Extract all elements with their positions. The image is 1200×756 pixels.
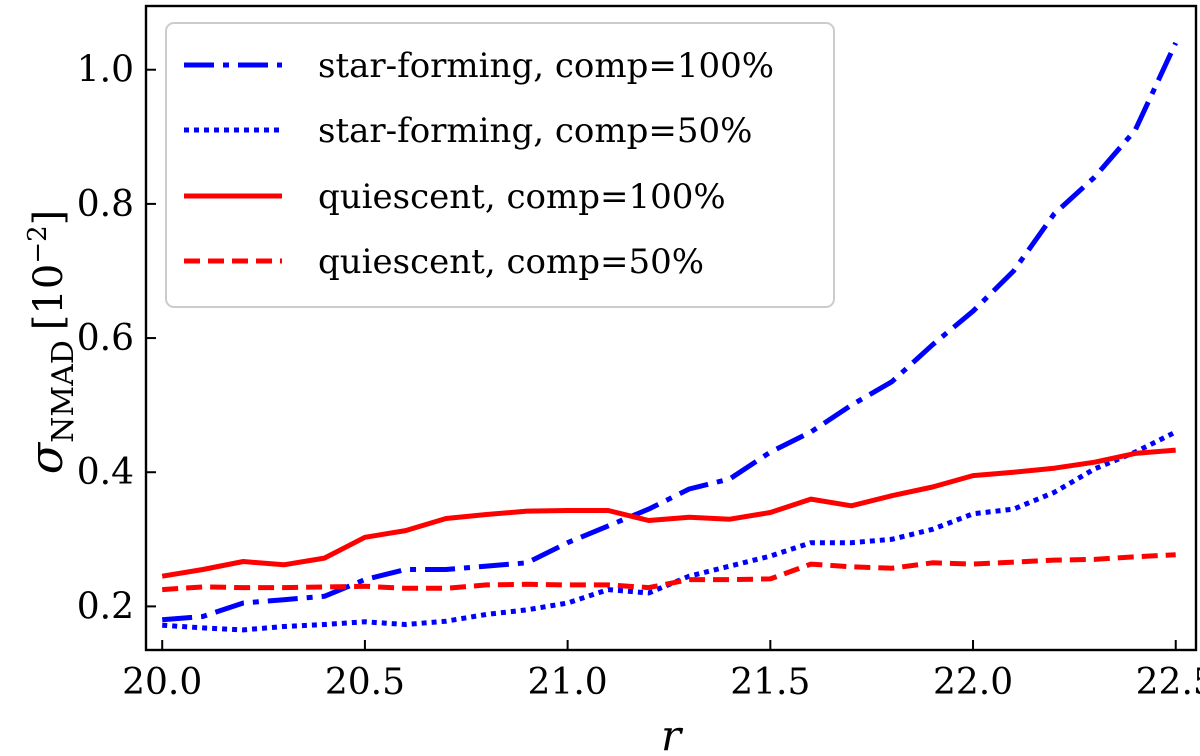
series-layer <box>161 41 1178 633</box>
y-axis-label-subscript: NMAD <box>46 340 81 443</box>
y-axis-label: σNMAD [10−2] <box>19 210 81 475</box>
x-tick-label: 20.0 <box>122 662 202 703</box>
plot-frame <box>144 4 1198 652</box>
x-axis-label: r <box>661 711 684 756</box>
svg-text:σNMAD[10−2]: σNMAD [10−2] <box>19 210 81 475</box>
x-tick-label: 21.5 <box>730 662 810 703</box>
y-tick-label: 1.0 <box>77 50 134 91</box>
y-axis-label-unit-close: ] <box>26 210 72 226</box>
y-tick-label: 0.4 <box>77 452 134 493</box>
legend-label-2: star-forming, comp=50% <box>318 111 752 151</box>
y-axis-label-unit: [10 <box>26 264 72 331</box>
y-tick-label: 0.8 <box>77 184 134 225</box>
series-line-4 <box>162 552 1176 593</box>
legend-box <box>165 22 835 308</box>
x-tick-label: 22.0 <box>933 662 1013 703</box>
y-tick-label: 0.6 <box>77 318 134 359</box>
y-axis-label-exponent: −2 <box>23 225 53 263</box>
legend: star-forming, comp=100% star-forming, com… <box>165 22 835 308</box>
series-line-1 <box>161 41 1178 623</box>
y-axis-label-symbol: σ <box>19 441 73 474</box>
ticks-layer: 20.0 20.5 21.0 21.5 22.0 22.5 0.2 0.4 0.6 0.8 1.0 <box>77 50 1200 703</box>
series-line-3 <box>161 447 1176 579</box>
legend-label-3: quiescent, comp=100% <box>318 177 726 217</box>
x-tick-label: 20.5 <box>325 662 405 703</box>
legend-label-4: quiescent, comp=50% <box>318 242 704 282</box>
legend-label-1: star-forming, comp=100% <box>318 46 774 86</box>
x-tick-label: 21.0 <box>528 662 608 703</box>
y-tick-label: 0.2 <box>77 586 134 627</box>
x-tick-label: 22.5 <box>1136 662 1200 703</box>
